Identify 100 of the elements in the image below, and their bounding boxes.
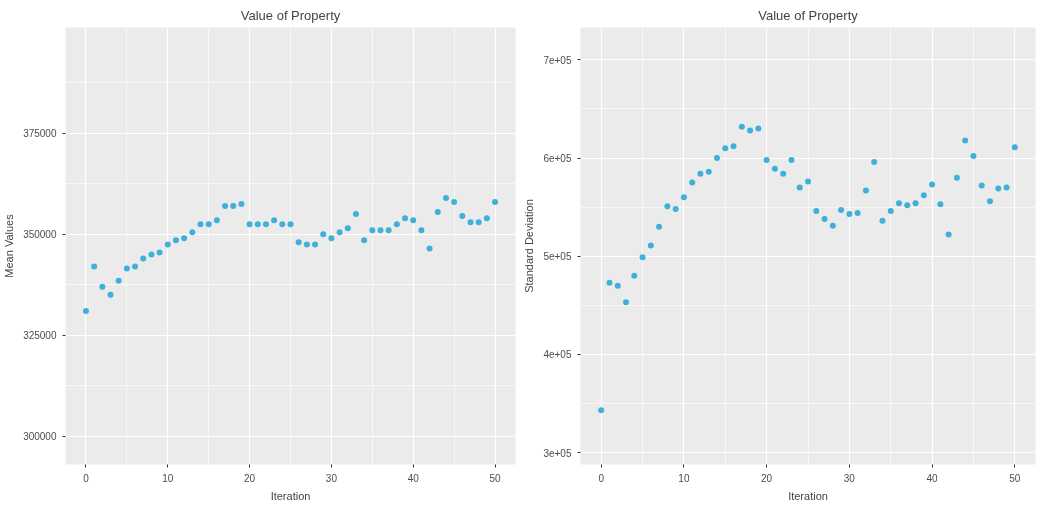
point — [705, 168, 712, 175]
point — [995, 185, 1002, 192]
point — [639, 254, 646, 261]
y-axis-title: Standard Deviation — [523, 199, 536, 293]
point — [205, 221, 212, 228]
point — [747, 127, 754, 134]
point — [714, 155, 720, 162]
x-axis-title: Iteration — [270, 489, 311, 502]
point — [672, 206, 679, 213]
point — [805, 178, 811, 185]
point — [962, 137, 969, 144]
point — [230, 203, 237, 210]
point — [418, 227, 425, 234]
point — [796, 184, 803, 191]
point — [467, 219, 474, 226]
point — [970, 153, 977, 160]
point — [614, 282, 621, 289]
x-tick-label: 50 — [1009, 472, 1021, 484]
point — [606, 279, 613, 286]
x-tick-label: 40 — [926, 472, 939, 484]
point — [181, 235, 188, 242]
point — [320, 231, 327, 238]
x-tick-label: 40 — [407, 472, 420, 484]
point — [164, 241, 171, 248]
point — [821, 215, 828, 222]
point — [295, 239, 302, 246]
point — [788, 157, 795, 164]
point — [222, 203, 229, 210]
point — [780, 170, 787, 177]
point — [123, 265, 130, 272]
point — [140, 255, 147, 262]
point — [483, 215, 490, 222]
point — [1003, 184, 1010, 191]
point — [148, 251, 155, 258]
point — [929, 181, 936, 188]
point — [680, 194, 687, 201]
y-tick-label: 375000 — [23, 128, 57, 140]
point — [107, 291, 114, 298]
point — [254, 221, 261, 228]
point — [377, 227, 384, 234]
point — [755, 125, 762, 132]
point — [722, 145, 729, 152]
point — [771, 165, 778, 172]
y-tick-label: 5e+05 — [543, 251, 572, 263]
point — [978, 182, 985, 189]
x-tick-label: 10 — [162, 472, 174, 484]
point — [459, 213, 466, 220]
point — [763, 157, 770, 164]
point — [99, 283, 106, 290]
point — [987, 198, 993, 205]
point — [598, 407, 605, 414]
point — [896, 200, 902, 207]
point — [451, 198, 458, 205]
point — [730, 143, 737, 150]
x-tick-label: 20 — [244, 472, 256, 484]
y-tick-label: 7e+05 — [543, 54, 572, 66]
x-tick-label: 30 — [843, 472, 856, 484]
chart-title: Value of Property — [240, 7, 341, 23]
point — [115, 277, 122, 284]
point — [279, 221, 286, 228]
point — [475, 219, 482, 226]
point — [738, 123, 745, 130]
point — [189, 229, 196, 236]
y-tick-label: 3e+05 — [543, 447, 572, 459]
y-tick-label: 300000 — [23, 431, 57, 443]
x-tick-label: 30 — [325, 472, 338, 484]
point — [172, 237, 179, 244]
point — [385, 227, 392, 234]
point — [312, 241, 319, 248]
point — [361, 237, 368, 244]
point — [623, 299, 629, 306]
point — [854, 210, 861, 217]
point — [287, 221, 294, 228]
point — [156, 249, 163, 256]
point — [426, 245, 433, 252]
point — [197, 221, 204, 228]
point — [838, 207, 845, 214]
x-tick-label: 10 — [678, 472, 690, 484]
y-tick-label: 4e+05 — [543, 349, 572, 361]
chart-title: Value of Property — [758, 7, 859, 23]
point — [303, 241, 310, 248]
point — [813, 208, 820, 215]
point — [846, 211, 853, 217]
point — [82, 308, 89, 315]
point — [344, 225, 351, 232]
point — [904, 202, 911, 209]
point — [213, 217, 220, 224]
point — [664, 203, 671, 210]
point — [920, 192, 927, 199]
y-tick-label: 6e+05 — [543, 153, 572, 165]
point — [1011, 144, 1018, 151]
x-tick-label: 20 — [761, 472, 773, 484]
x-tick-label: 50 — [489, 472, 502, 484]
point — [887, 208, 894, 215]
x-tick-label: 0 — [83, 472, 90, 484]
point — [937, 201, 944, 208]
point — [945, 231, 952, 238]
point — [336, 229, 343, 236]
point — [697, 170, 704, 177]
point — [871, 158, 878, 165]
